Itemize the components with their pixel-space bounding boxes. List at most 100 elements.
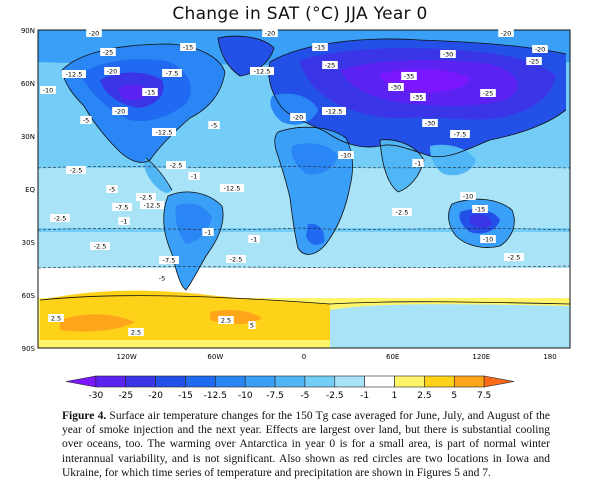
contour-label: -25	[103, 49, 114, 57]
lat-label: 60S	[22, 292, 36, 300]
antarctic-cool-east	[330, 304, 570, 348]
contour-label: -1	[251, 236, 257, 244]
contour-label-bg	[156, 274, 168, 282]
contour-lines	[38, 165, 570, 269]
contour-label: -25	[529, 58, 540, 66]
colorbar-label: -12.5	[204, 391, 227, 401]
contour-label: -35	[404, 73, 415, 81]
colorbar-label: -15	[178, 391, 193, 401]
lon-labels: 120W 60W 0 60E 120E 180	[117, 353, 557, 361]
contour-label: -20	[107, 68, 118, 76]
antarctic-hot	[60, 314, 135, 332]
colorbar-swatch	[424, 375, 455, 388]
contour-label: -2.5	[54, 215, 67, 223]
contour-label: -7.5	[116, 204, 129, 212]
contour-label: -7.5	[166, 70, 179, 78]
contour-label: -15	[183, 44, 194, 52]
contour-label-bg	[312, 43, 328, 51]
colorbar-swatch	[65, 375, 97, 388]
contour-label: -12.5	[144, 202, 161, 210]
contour-label-bg	[504, 253, 524, 261]
contour-label-bg	[248, 235, 260, 243]
contour-label: -2.5	[170, 162, 183, 170]
contour-label-bg	[250, 67, 274, 75]
colorbar-label: -7.5	[266, 391, 284, 401]
contour-label-bg	[322, 107, 346, 115]
contour-label-bg	[220, 184, 244, 192]
lat-label: 30S	[22, 239, 36, 247]
contour-label: -5	[83, 117, 89, 125]
contour-label-bg	[290, 113, 306, 121]
contour-label-bg	[112, 107, 128, 115]
contour-label: -5	[211, 122, 217, 130]
contour-label-bg	[410, 93, 426, 101]
contour-label: -12.5	[224, 185, 241, 193]
contour-label: -20	[89, 30, 100, 38]
contour-label: -2.5	[230, 256, 243, 264]
india	[380, 139, 424, 192]
contour-label-bg	[100, 48, 116, 56]
contour-label-bg	[90, 242, 110, 250]
lat-label: 90N	[21, 27, 35, 35]
colorbar-label: -30	[89, 391, 104, 401]
contour-label: -7.5	[454, 131, 467, 139]
contour-label-bg	[136, 193, 156, 201]
colorbar-swatch	[215, 375, 246, 388]
contour-label-bg	[450, 130, 470, 138]
contour-label-bg	[159, 256, 179, 264]
colorbar-swatch	[185, 375, 216, 388]
contour-label: 5	[250, 322, 254, 330]
contour-label: -25	[483, 90, 494, 98]
colorbar-label: 1	[392, 391, 398, 401]
contour-label-bg	[338, 151, 354, 159]
contour-label-bg	[262, 29, 278, 37]
figure-title: Change in SAT (°C) JJA Year 0	[172, 4, 428, 24]
colorbar-swatch	[95, 375, 127, 388]
colorbar: -30 -25 -20 -15 -12.5 -10 -7.5 -5 -2.5 -1 1 2.5 5 7.5	[65, 375, 515, 401]
contour-label-bg	[208, 121, 220, 129]
contour-label: 2.5	[221, 317, 231, 325]
lat-label: 30N	[21, 133, 35, 141]
lon-label: 0	[302, 353, 306, 361]
map-frame	[37, 29, 571, 349]
lon-label: 120W	[117, 353, 137, 361]
contour-label: -10	[483, 236, 494, 244]
colorbar-label: -1	[360, 391, 369, 401]
contour-label-bg	[142, 88, 158, 96]
contour-label-bg	[188, 172, 200, 180]
contour-label: -15	[475, 206, 486, 214]
contour-label: 2.5	[51, 315, 61, 323]
contour-label-bg	[498, 29, 514, 37]
contour-label: -15	[315, 44, 326, 52]
contour-label: -10	[43, 87, 54, 95]
contour-label-bg	[226, 255, 246, 263]
europe	[270, 93, 318, 125]
colorbar-label: 2.5	[417, 391, 431, 401]
colorbar-swatch	[274, 375, 306, 388]
colorbar-swatch	[453, 375, 485, 388]
contour-label: -2.5	[94, 243, 107, 251]
contour-label: -20	[501, 30, 512, 38]
contour-label-bg	[152, 128, 176, 136]
contour-label: -5	[109, 186, 115, 194]
contour-label: -20	[115, 108, 126, 116]
contour-label: -15	[145, 89, 156, 97]
caption-label: Figure 4.	[62, 410, 107, 422]
coastlines	[39, 35, 570, 305]
lat-label: 60N	[21, 80, 35, 88]
contour-label-bg	[248, 321, 256, 329]
colorbar-swatch	[483, 375, 515, 388]
contour-label-bg	[526, 57, 542, 65]
contour-label: -12.5	[254, 68, 271, 76]
contour-label: -12.5	[66, 71, 83, 79]
contour-label: -1	[191, 173, 197, 181]
contour-label: -20	[265, 30, 276, 38]
contour-label: -25	[325, 62, 336, 70]
contour-label-bg	[140, 201, 164, 209]
lat-labels: 90N 60N 30N EQ 30S 60S 90S	[21, 27, 36, 353]
figure-caption: Figure 4. Surface air temperature change…	[62, 409, 550, 480]
contour-label-bg	[440, 50, 456, 58]
central-america	[144, 158, 172, 193]
colorbar-label: 5	[451, 391, 457, 401]
